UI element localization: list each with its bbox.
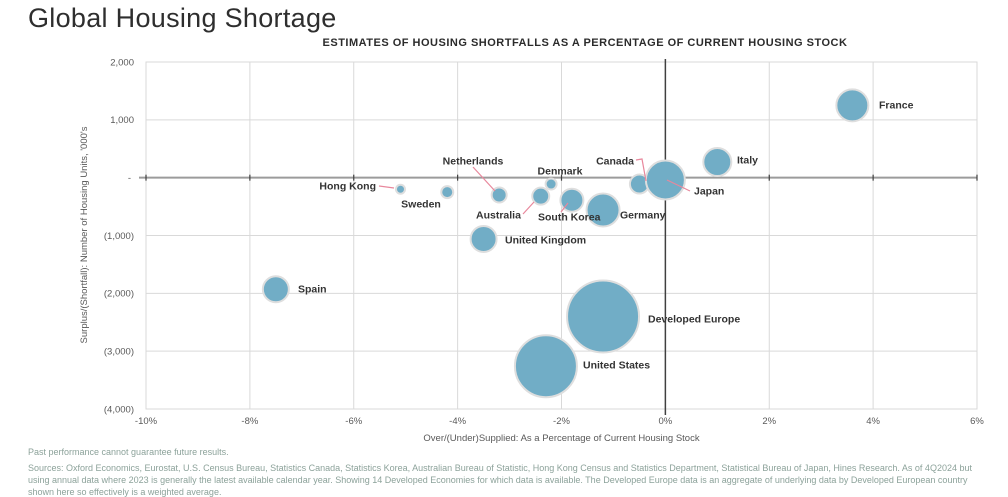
label-france: France bbox=[879, 100, 914, 112]
label-sweden: Sweden bbox=[401, 199, 441, 211]
x-axis-title: Over/(Under)Supplied: As a Percentage of… bbox=[423, 433, 699, 444]
x-tick-label: -6% bbox=[345, 416, 362, 427]
x-tick-label: -8% bbox=[241, 416, 258, 427]
x-tick-label: 2% bbox=[762, 416, 776, 427]
x-tick-label: 4% bbox=[866, 416, 880, 427]
label-canada: Canada bbox=[596, 156, 634, 168]
bubble-united-kingdom bbox=[469, 224, 498, 253]
x-tick-label: -10% bbox=[135, 416, 158, 427]
page-title: Global Housing Shortage bbox=[28, 3, 337, 33]
chart-subtitle: ESTIMATES OF HOUSING SHORTFALLS AS A PER… bbox=[322, 37, 848, 49]
disclaimer-text: Past performance cannot guarantee future… bbox=[28, 447, 229, 457]
label-australia: Australia bbox=[476, 210, 521, 222]
bubble-australia bbox=[531, 186, 551, 206]
bubble-france bbox=[835, 88, 870, 123]
label-south-korea: South Korea bbox=[538, 212, 601, 224]
bubble-spain bbox=[261, 275, 290, 304]
bubble-italy bbox=[702, 147, 733, 178]
label-germany: Germany bbox=[620, 210, 666, 222]
leader-canada bbox=[635, 158, 647, 182]
label-denmark: Denmark bbox=[538, 166, 583, 178]
bubble-sweden bbox=[440, 185, 455, 200]
y-tick-label: (3,000) bbox=[104, 346, 134, 357]
y-tick-label: (2,000) bbox=[104, 289, 134, 300]
bubble-united-states bbox=[513, 334, 578, 399]
label-netherlands: Netherlands bbox=[443, 156, 504, 168]
x-tick-label: -4% bbox=[449, 416, 466, 427]
leader-hong-kong bbox=[378, 185, 395, 189]
label-spain: Spain bbox=[298, 284, 327, 296]
label-developed-europe: Developed Europe bbox=[648, 314, 740, 326]
x-tick-label: 6% bbox=[970, 416, 984, 427]
label-united-states: United States bbox=[583, 360, 650, 372]
bubble-germany bbox=[585, 192, 621, 228]
leader-netherlands bbox=[472, 166, 496, 192]
y-axis-title: Surplus/(Shortfall): Number of Housing U… bbox=[79, 126, 90, 343]
y-tick-label: (4,000) bbox=[104, 404, 134, 415]
leader-australia bbox=[522, 201, 535, 215]
sources-text: Sources: Oxford Economics, Eurostat, U.S… bbox=[28, 463, 972, 497]
label-united-kingdom: United Kingdom bbox=[505, 235, 586, 247]
label-japan: Japan bbox=[694, 186, 724, 198]
y-tick-label: - bbox=[128, 173, 131, 184]
label-hong-kong: Hong Kong bbox=[319, 181, 376, 193]
leader-japan bbox=[666, 179, 691, 192]
bubble-hong-kong bbox=[394, 183, 406, 195]
x-tick-label: 0% bbox=[659, 416, 673, 427]
bubble-denmark bbox=[544, 177, 558, 191]
label-italy: Italy bbox=[737, 155, 758, 167]
bubble-japan bbox=[644, 159, 686, 201]
x-tick-label: -2% bbox=[553, 416, 570, 427]
y-tick-label: (1,000) bbox=[104, 231, 134, 242]
y-tick-label: 1,000 bbox=[110, 115, 134, 126]
plot-border bbox=[145, 61, 978, 410]
leader-south-korea bbox=[560, 202, 569, 213]
bubble-netherlands bbox=[490, 186, 508, 204]
bubble-developed-europe bbox=[566, 279, 641, 354]
y-tick-label: 2,000 bbox=[110, 57, 134, 68]
